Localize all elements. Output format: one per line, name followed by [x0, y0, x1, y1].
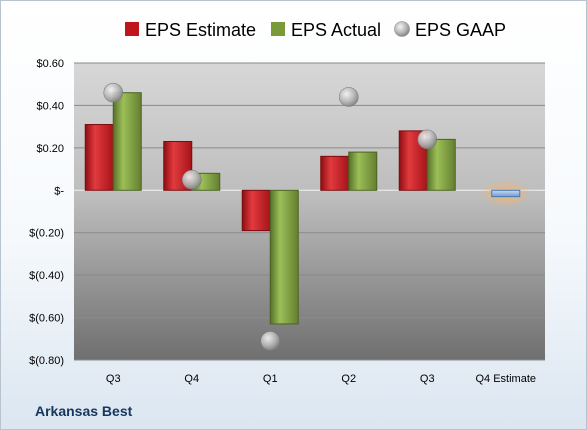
eps-gaap-point: [260, 331, 281, 351]
x-tick-label: Q1: [263, 373, 278, 385]
y-tick-label: $(0.60): [29, 313, 64, 325]
y-tick-label: $(0.20): [29, 228, 64, 240]
eps-actual-bar: [269, 189, 299, 325]
eps-gaap-point: [338, 87, 359, 107]
y-tick-label: $0.20: [36, 143, 64, 155]
eps-actual-bar: [112, 92, 142, 191]
x-tick-label: Q2: [341, 373, 356, 385]
legend-estimate-label: EPS Estimate: [145, 20, 256, 40]
legend-actual-label: EPS Actual: [291, 20, 381, 40]
x-tick-label: Q3: [106, 373, 121, 385]
eps-estimate-bar: [241, 189, 271, 232]
x-tick-label: Q4 Estimate: [475, 373, 536, 385]
y-tick-label: $-: [54, 185, 64, 197]
y-tick-label: $0.40: [36, 100, 64, 112]
eps-gaap-point: [417, 129, 438, 150]
legend-gaap-label: EPS GAAP: [415, 20, 506, 40]
x-tick-label: Q4: [184, 373, 199, 385]
eps-estimate-bar: [84, 124, 114, 191]
legend-estimate-swatch: [125, 22, 139, 36]
x-tick-label: Q3: [420, 373, 435, 385]
y-tick-label: $0.60: [36, 58, 64, 70]
eps-gaap-point: [181, 169, 202, 190]
eps-gaap-point: [103, 82, 124, 103]
legend-actual-swatch: [271, 22, 285, 36]
y-tick-label: $(0.40): [29, 270, 64, 282]
eps-actual-bar: [348, 151, 378, 191]
legend-gaap-swatch: [394, 21, 410, 37]
company-name: Arkansas Best: [35, 403, 133, 419]
plot-area: [74, 63, 545, 360]
eps-estimate-bar: [320, 155, 350, 191]
y-tick-label: $(0.80): [29, 355, 64, 367]
q4-estimate-bar: [491, 189, 521, 198]
